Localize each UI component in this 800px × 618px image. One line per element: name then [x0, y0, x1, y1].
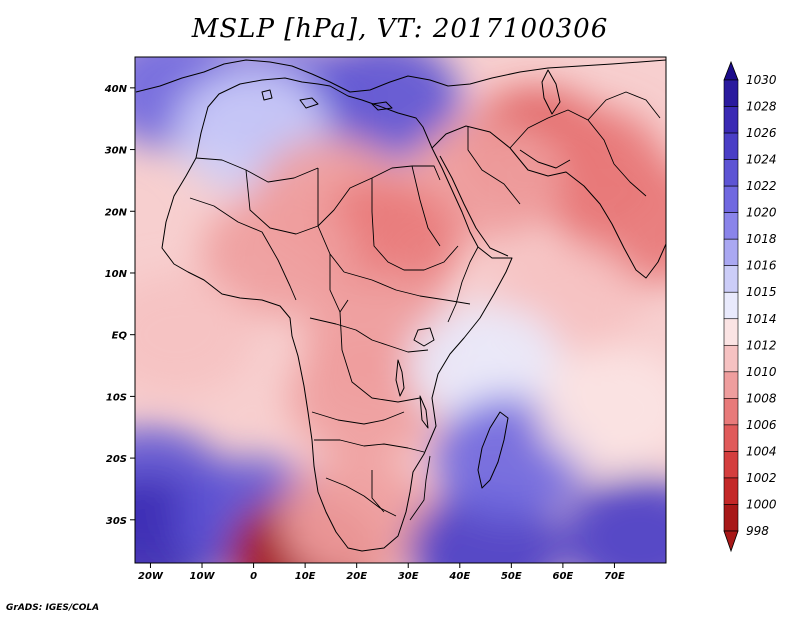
x-tick-label: 60E	[553, 571, 574, 582]
y-tick-label: 10S	[106, 392, 127, 403]
colorbar-segment	[723, 318, 739, 346]
x-tick-label: 10E	[295, 571, 316, 582]
pressure-center-24	[536, 346, 666, 471]
pressure-center-23	[562, 476, 666, 563]
colorbar-label: 1014	[746, 312, 777, 326]
x-tick-label: 10W	[190, 571, 216, 582]
y-tick-label: 30S	[106, 516, 127, 527]
x-tick-label: 30E	[398, 571, 419, 582]
colorbar-segment	[723, 344, 739, 373]
colorbar-segment	[723, 212, 739, 240]
colorbar-top-arrow	[723, 60, 739, 81]
grads-credit: GrADS: IGES/COLA	[6, 603, 100, 613]
pressure-center-20	[278, 457, 435, 563]
country-borders	[189, 91, 661, 521]
longitude-axis: 20W 10W 0 10E 20E 30E 40E 50E 60E 70E	[138, 563, 625, 582]
arabia-coastline	[431, 125, 666, 279]
colorbar-segment	[723, 291, 739, 320]
x-tick-label: 0	[250, 571, 257, 582]
colorbar-segment	[723, 477, 739, 505]
pressure-center-14	[407, 303, 564, 428]
caspian-sea	[541, 69, 561, 115]
colorbar-segment	[723, 185, 739, 213]
colorbar-label: 1006	[746, 418, 777, 432]
pressure-field	[135, 57, 666, 563]
madagascar-coastline	[477, 411, 509, 489]
colorbar-segment	[723, 79, 739, 107]
colorbar-segment	[723, 371, 739, 399]
y-tick-label: 40N	[104, 84, 128, 95]
colorbar-segment	[723, 451, 739, 479]
pressure-field-blobs	[135, 57, 666, 563]
colorbar-segment	[723, 238, 739, 267]
colorbar-label: 1004	[746, 444, 777, 458]
colorbar-label: 1002	[746, 471, 777, 485]
colorbar-label: 1016	[746, 259, 777, 273]
x-tick-label: 50E	[501, 571, 522, 582]
lake-tanganyika	[395, 359, 405, 397]
colorbar-label: 1030	[746, 73, 777, 87]
persian-gulf	[519, 149, 571, 169]
map-title: MSLP [hPa], VT: 2017100306	[191, 14, 609, 44]
pressure-center-12	[288, 334, 445, 459]
africa-coastline	[161, 77, 513, 552]
y-tick-label: 20S	[106, 454, 127, 465]
colorbar-segment	[723, 132, 739, 160]
colorbar-segment	[723, 398, 739, 426]
x-tick-label: 70E	[604, 571, 625, 582]
pressure-center-15	[135, 272, 255, 397]
plot-frame	[134, 56, 667, 564]
colorbar-label: 998	[746, 524, 769, 538]
colorbar-label: 1010	[746, 365, 777, 379]
colorbar-segment	[723, 106, 739, 134]
x-tick-label: 40E	[448, 571, 470, 582]
colorbar-label: 1012	[746, 338, 777, 352]
colorbar-label: 1028	[746, 100, 777, 114]
colorbar-segment	[723, 265, 739, 293]
colorbar-segment	[723, 159, 739, 187]
lake-malawi	[419, 395, 429, 429]
x-tick-label: 20W	[138, 571, 164, 582]
y-tick-label: 10N	[105, 269, 128, 280]
lake-victoria	[413, 327, 435, 347]
colorbar-label: 1015	[746, 285, 777, 299]
coastlines-and-borders	[135, 59, 666, 552]
colorbar-bottom-arrow	[723, 530, 739, 553]
x-tick-label: 20E	[346, 571, 367, 582]
colorbar-label: 1008	[746, 391, 777, 405]
y-tick-label: 30N	[105, 146, 128, 157]
colorbar-segment	[723, 424, 739, 452]
latitude-axis: 40N 30N 20N 10N EQ 10S 20S 30S	[104, 84, 135, 527]
colorbar-label: 1022	[746, 179, 777, 193]
y-tick-label: EQ	[112, 331, 128, 342]
y-tick-label: 20N	[105, 207, 128, 218]
colorbar-label: 1018	[746, 232, 777, 246]
colorbar-label: 1024	[746, 153, 777, 167]
europe-coastline	[135, 59, 666, 93]
colorbar-label: 1000	[746, 497, 777, 511]
colorbar-segment	[723, 504, 739, 532]
colorbar-label: 1020	[746, 206, 777, 220]
colorbar: 1030 1028 1026 1024 1022 1020 1018 1016 1015 1014…	[723, 60, 777, 553]
red-sea-east-coast	[439, 155, 509, 257]
mediterranean-islands	[261, 89, 393, 111]
colorbar-label: 1026	[746, 126, 777, 140]
